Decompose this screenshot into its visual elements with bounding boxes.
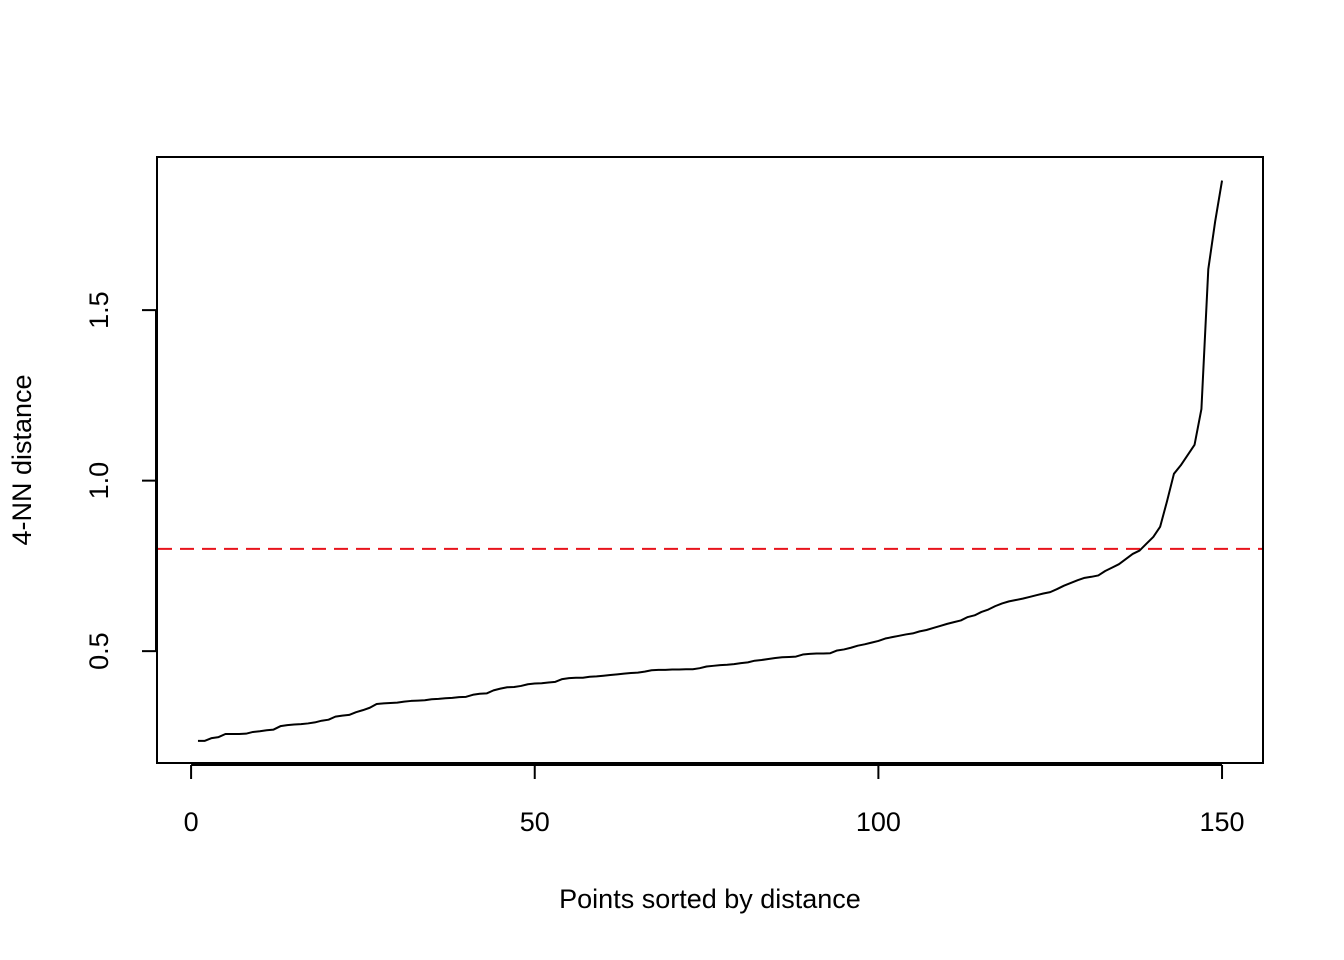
data-line xyxy=(197,180,1224,742)
x-tick-label: 0 xyxy=(184,807,199,837)
x-axis-label: Points sorted by distance xyxy=(559,884,861,914)
y-tick-label: 1.0 xyxy=(84,462,114,500)
plot-frame xyxy=(156,156,1264,764)
y-axis-label: 4-NN distance xyxy=(7,374,37,545)
x-tick-label: 150 xyxy=(1200,807,1245,837)
y-tick-label: 1.5 xyxy=(84,291,114,329)
x-tick-label: 100 xyxy=(856,807,901,837)
y-tick-label: 0.5 xyxy=(84,632,114,670)
x-tick-label: 50 xyxy=(520,807,550,837)
